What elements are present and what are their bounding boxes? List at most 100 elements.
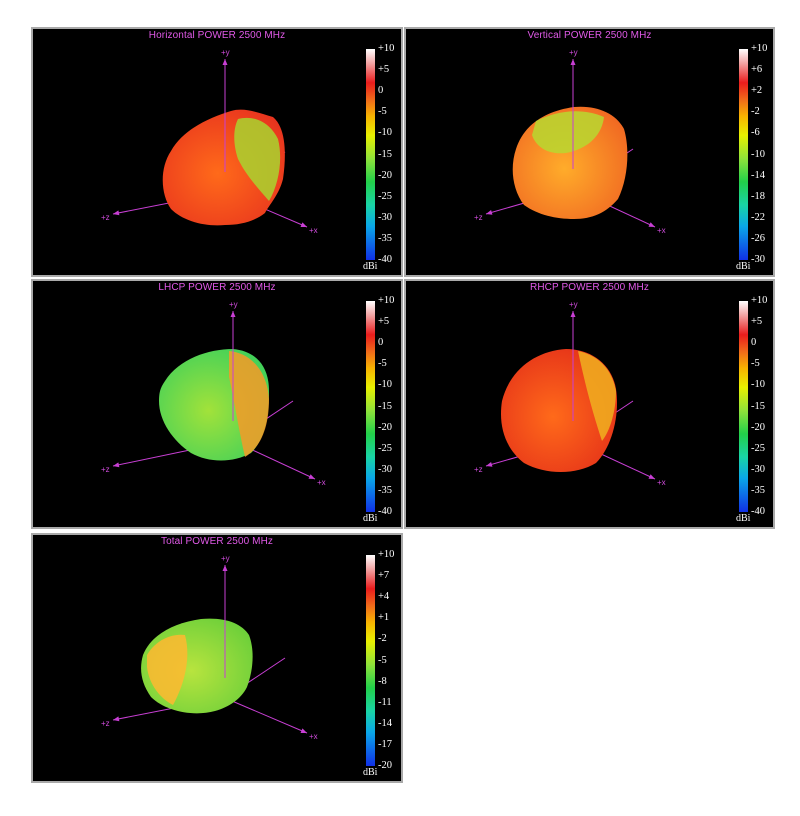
colorbar-tick-label: -26 (751, 232, 765, 244)
colorbar-tick-label: +10 (378, 43, 395, 54)
x-axis-arrow (308, 474, 315, 479)
radiation-pattern-plot: +y +z +x (101, 554, 318, 741)
y-axis-arrow (222, 59, 228, 65)
colorbar-tick-label: +5 (751, 316, 763, 328)
colorbar-tick-label: -8 (378, 675, 387, 687)
radiation-pattern-plot: +y +z +x (474, 300, 666, 487)
colorbar-unit-label: dBi (363, 767, 378, 778)
axis-label: +y (229, 300, 238, 309)
colorbar-tick-label: -5 (378, 106, 387, 118)
z-axis-arrow (113, 210, 120, 216)
radiation-pattern-plot: +y +z +x (101, 300, 326, 487)
colorbar-tick-label: -20 (378, 169, 392, 181)
x-axis-line (224, 697, 308, 734)
z-axis-arrow (113, 462, 120, 468)
colorbar-tick-label: -25 (751, 442, 765, 454)
colorbar-tick-label: -20 (751, 421, 765, 433)
colorbar-tick-label: +2 (751, 85, 763, 97)
pattern-surface-region (234, 117, 281, 201)
colorbar-tick-label: +6 (751, 64, 763, 76)
axis-label: +y (221, 48, 230, 57)
pattern-panel-lhcp: LHCP POWER 2500 MHz +y +z +x +10 +5 0 -5 -10 -15 -… (31, 279, 403, 529)
y-axis-arrow (570, 311, 576, 317)
colorbar-tick-label: -5 (378, 654, 387, 666)
axis-label: +x (309, 732, 318, 741)
x-axis-arrow (648, 474, 655, 479)
colorbar-tick-label: -6 (751, 127, 760, 139)
z-axis-arrow (113, 716, 120, 722)
colorbar-tick-label: -14 (378, 717, 392, 729)
colorbar-tick-label: +10 (751, 43, 768, 54)
pattern-surface-region (532, 111, 604, 154)
axis-label: +y (569, 300, 578, 309)
axis-label: +z (101, 719, 110, 728)
colorbar-tick-label: 0 (378, 337, 384, 349)
colorbar (366, 555, 375, 766)
pattern-panel-total: Total POWER 2500 MHz +y +z +x +10 +7 +4 +1 -2 -5 -… (31, 533, 403, 783)
colorbar-tick-label: -25 (378, 190, 392, 202)
colorbar-tick-label: -15 (378, 148, 392, 160)
colorbar (366, 49, 375, 260)
colorbar-tick-label: -10 (378, 379, 392, 391)
colorbar-tick-label: -2 (751, 106, 760, 118)
colorbar-tick-label: +4 (378, 591, 390, 603)
colorbar-tick-label: 0 (378, 85, 384, 97)
colorbar-tick-label: -35 (751, 484, 765, 496)
colorbar-tick-label: -5 (378, 358, 387, 370)
axis-label: +x (317, 478, 326, 487)
colorbar-tick-label: -15 (751, 400, 765, 412)
axis-label: +x (657, 226, 666, 235)
radiation-pattern-plot: +y +z +x (474, 48, 666, 235)
axis-label: +z (474, 465, 483, 474)
pattern-panel-vertical: Vertical POWER 2500 MHz +y +z +x +10 +6 +2 -2 -6… (404, 27, 775, 277)
pattern-panel-horizontal: Horizontal POWER 2500 MHz +y +z +x +10 +5 0 -5 -… (31, 27, 403, 277)
colorbar-tick-label: -10 (378, 127, 392, 139)
colorbar-tick-label: -20 (378, 421, 392, 433)
colorbar-unit-label: dBi (736, 513, 751, 524)
axis-label: +z (474, 213, 483, 222)
colorbar-tick-label: +10 (378, 295, 395, 306)
colorbar (739, 49, 748, 260)
colorbar-tick-label: -35 (378, 484, 392, 496)
z-axis-arrow (486, 461, 493, 467)
colorbar (366, 301, 375, 512)
colorbar-tick-label: +1 (378, 612, 390, 624)
colorbar-tick-label: -20 (378, 760, 392, 771)
colorbar-tick-label: -30 (378, 211, 392, 223)
colorbar-tick-label: +10 (378, 549, 395, 560)
colorbar-unit-label: dBi (736, 261, 751, 272)
colorbar-tick-label: -30 (378, 463, 392, 475)
panel-title: LHCP POWER 2500 MHz (158, 282, 276, 293)
y-axis-arrow (222, 565, 228, 571)
colorbar (739, 301, 748, 512)
colorbar-tick-label: +7 (378, 570, 390, 582)
pattern-surface-region (578, 351, 616, 441)
colorbar-tick-label: -35 (378, 232, 392, 244)
y-axis-arrow (230, 311, 236, 317)
panel-title: Total POWER 2500 MHz (160, 536, 274, 547)
pattern-surface-region (147, 634, 188, 705)
colorbar-tick-label: -30 (751, 463, 765, 475)
colorbar-tick-label: -2 (378, 633, 387, 645)
x-axis-arrow (300, 728, 307, 733)
z-axis-arrow (486, 209, 493, 215)
axis-label: +x (309, 226, 318, 235)
colorbar-tick-label: -5 (751, 358, 760, 370)
x-axis-arrow (648, 222, 655, 227)
axis-label: +y (221, 554, 230, 563)
colorbar-tick-label: -10 (751, 148, 765, 160)
colorbar-tick-label: -14 (751, 169, 765, 181)
colorbar-tick-label: -10 (751, 379, 765, 391)
panel-title: RHCP POWER 2500 MHz (530, 282, 649, 293)
axis-label: +x (657, 478, 666, 487)
colorbar-tick-label: -40 (378, 506, 392, 517)
panel-title: Vertical POWER 2500 MHz (527, 30, 652, 41)
colorbar-tick-label: +5 (378, 64, 390, 76)
axis-label: +y (569, 48, 578, 57)
x-axis-arrow (300, 222, 307, 227)
colorbar-tick-label: -40 (751, 506, 765, 517)
colorbar-tick-label: -30 (751, 254, 765, 265)
radiation-pattern-plot: +y +z +x (101, 48, 318, 235)
colorbar-tick-label: -40 (378, 254, 392, 265)
colorbar-tick-label: -11 (378, 696, 392, 708)
